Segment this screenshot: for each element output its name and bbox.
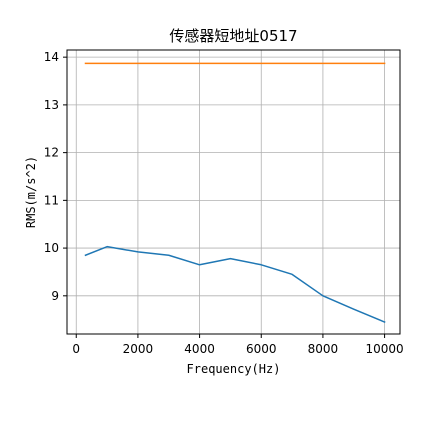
y-tick-label: 13 — [44, 98, 59, 112]
plot-series — [84, 62, 386, 324]
plot-frame — [66, 49, 401, 335]
series-1-line — [84, 245, 386, 324]
x-tick-label: 2000 — [123, 342, 154, 356]
x-tick-label: 8000 — [308, 342, 339, 356]
y-tick-label: 14 — [44, 50, 59, 64]
y-tick-label: 12 — [44, 146, 59, 160]
grid-lines — [67, 50, 400, 334]
x-tick-label: 10000 — [365, 342, 403, 356]
y-axis: 9 10 11 12 13 14 — [44, 50, 67, 303]
y-tick-label: 11 — [44, 193, 59, 207]
x-tick-label: 6000 — [246, 342, 277, 356]
x-axis-label: Frequency(Hz) — [187, 362, 281, 376]
y-tick-label: 9 — [51, 289, 59, 303]
chart-title: 传感器短地址0517 — [169, 27, 297, 45]
y-tick-label: 10 — [44, 241, 59, 255]
y-axis-label: RMS(m/s^2) — [24, 156, 38, 228]
x-tick-label: 0 — [72, 342, 80, 356]
x-tick-label: 4000 — [184, 342, 215, 356]
x-axis: 0 2000 4000 6000 8000 10000 — [72, 334, 404, 356]
